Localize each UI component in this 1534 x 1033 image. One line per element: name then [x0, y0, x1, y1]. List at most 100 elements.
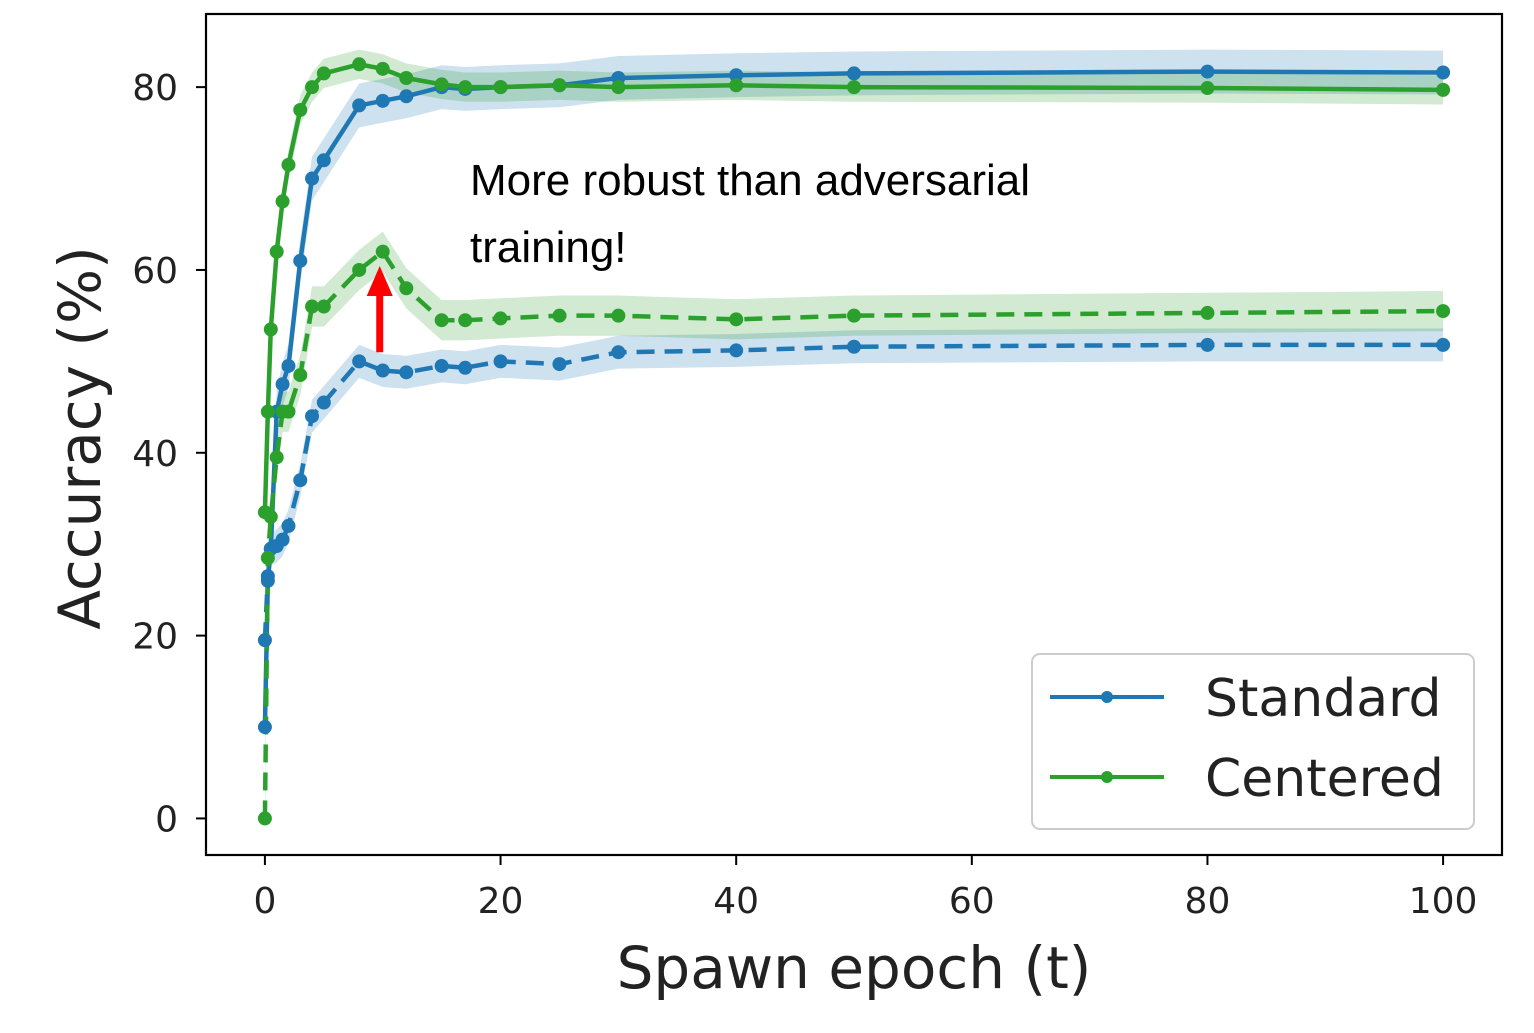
x-axis-ticks: 0 20 40 60 80 100: [253, 855, 1477, 922]
centered-dashed-point: [263, 509, 278, 524]
centered-point: [305, 80, 320, 95]
centered-dashed-point: [1200, 305, 1215, 320]
y-tick-label: 0: [155, 799, 178, 840]
centered-point: [1200, 81, 1215, 96]
centered-dashed-point: [847, 308, 861, 323]
legend: Standard Centered: [1031, 653, 1475, 830]
centered-point: [611, 80, 626, 95]
centered-point: [316, 66, 331, 81]
centered-dashed-point: [269, 450, 284, 465]
y-tick-label: 80: [132, 68, 178, 109]
legend-marker-centered: [1101, 771, 1113, 783]
centered-dashed-point: [352, 262, 367, 277]
centered-dashed-point: [293, 368, 308, 383]
standard-dashed-point: [275, 532, 290, 547]
x-tick-label: 60: [949, 881, 995, 922]
centered-dashed-band: [264, 231, 1444, 839]
y-axis-ticks: 0 20 40 60 80: [132, 68, 206, 840]
plot-frame: [204, 12, 1504, 857]
standard-dashed-point: [293, 473, 308, 488]
standard-band: [264, 49, 1444, 749]
standard-dashed-point: [399, 365, 414, 380]
legend-item-centered: Centered: [1050, 749, 1444, 809]
x-tick-label: 100: [1409, 881, 1478, 922]
standard-point: [305, 171, 320, 186]
centered-point: [729, 78, 744, 93]
y-axis-label: Accuracy (%): [46, 246, 114, 630]
centered-point: [352, 57, 367, 72]
red-arrow-icon: [366, 265, 393, 353]
standard-point: [399, 89, 414, 104]
x-axis-label: Spawn epoch (t): [617, 934, 1092, 1002]
standard-dashed-point: [1436, 337, 1451, 352]
y-tick-label: 40: [132, 434, 178, 475]
centered-point: [263, 322, 278, 337]
standard-point: [293, 253, 308, 268]
standard-point: [352, 98, 367, 113]
standard-dashed-line: [262, 342, 1444, 641]
standard-point: [275, 377, 290, 392]
centered-point: [260, 404, 275, 419]
standard-dashed-band: [264, 328, 1444, 657]
centered-dashed-point: [375, 244, 390, 259]
centered-point: [552, 78, 567, 93]
centered-dashed-point: [458, 313, 473, 328]
standard-point: [847, 66, 861, 81]
standard-dashed-point: [375, 363, 390, 378]
centered-point: [275, 194, 290, 209]
standard-point: [257, 720, 272, 735]
standard-dashed-point: [847, 339, 861, 354]
centered-dashed-point: [1436, 304, 1451, 319]
centered-point: [493, 80, 508, 95]
centered-dashed-point: [493, 311, 508, 326]
centered-dashed-point: [611, 308, 626, 323]
centered-dashed-point: [305, 299, 320, 314]
centered-point: [434, 77, 449, 92]
annotation-line-2: training!: [470, 223, 627, 272]
standard-dashed-point: [493, 354, 508, 369]
annotation-line-1: More robust than adversarial: [470, 156, 1030, 205]
standard-point: [281, 358, 296, 373]
centered-band: [264, 49, 1444, 527]
x-tick-label: 0: [253, 881, 276, 922]
standard-point: [729, 68, 744, 83]
centered-point: [1436, 82, 1451, 97]
y-tick-label: 20: [132, 617, 178, 658]
standard-point: [1200, 64, 1215, 79]
legend-item-standard: Standard: [1050, 669, 1442, 729]
centered-dashed-point: [399, 281, 414, 296]
centered-point: [269, 244, 284, 259]
centered-point: [375, 61, 390, 76]
standard-dashed-point: [281, 518, 296, 533]
centered-dashed-point: [281, 404, 296, 419]
centered-dashed-point: [729, 312, 744, 327]
confidence-bands: [264, 49, 1444, 839]
x-tick-label: 20: [478, 881, 524, 922]
legend-label-standard: Standard: [1205, 669, 1442, 729]
x-tick-label: 40: [713, 881, 759, 922]
centered-dashed-point: [257, 811, 272, 826]
standard-point: [1436, 65, 1451, 80]
standard-dashed-point: [611, 345, 626, 360]
centered-dashed-point: [316, 299, 331, 314]
legend-marker-standard: [1101, 691, 1113, 703]
centered-dashed-point: [552, 308, 567, 323]
centered-line: [262, 62, 1444, 513]
standard-dashed-point: [257, 633, 272, 648]
legend-label-centered: Centered: [1205, 749, 1444, 809]
centered-point: [399, 70, 414, 85]
standard-dashed-point: [260, 569, 275, 584]
standard-point: [316, 153, 331, 168]
annotation: More robust than adversarial training!: [366, 156, 1030, 353]
centered-dashed-line: [262, 249, 1444, 819]
standard-dashed-point: [305, 409, 320, 424]
standard-point: [375, 93, 390, 108]
standard-dashed-point: [434, 358, 449, 373]
x-tick-label: 80: [1185, 881, 1231, 922]
standard-dashed-point: [729, 343, 744, 358]
series-points: [257, 57, 1451, 826]
centered-point: [281, 157, 296, 172]
standard-dashed-point: [1200, 337, 1215, 352]
